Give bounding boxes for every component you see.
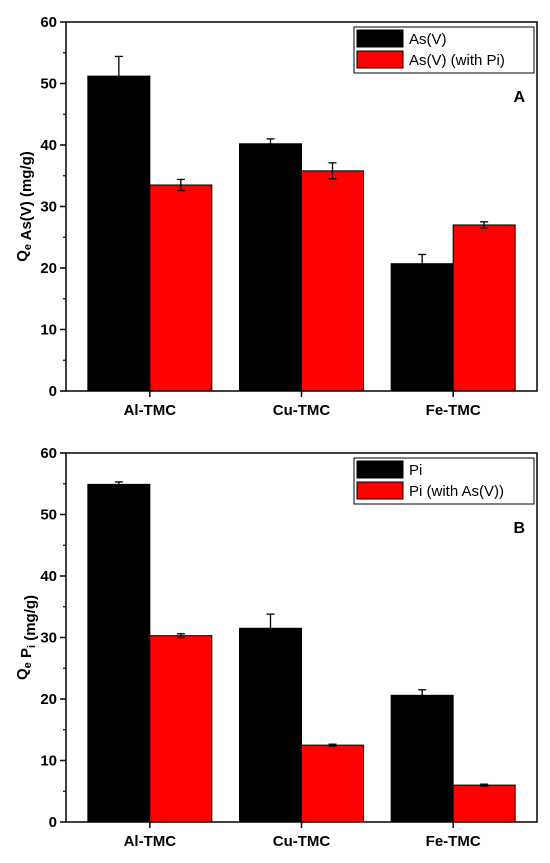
plot-frame <box>65 452 538 823</box>
bar-pi-cu-tmc <box>239 627 302 823</box>
y-tick-label: 10 <box>40 322 57 339</box>
panel-label: B <box>513 520 525 537</box>
y-axis-label-main: Q <box>14 668 31 680</box>
y-tick-label: 40 <box>40 568 57 585</box>
legend-label: As(V) (with Pi) <box>409 52 505 69</box>
y-tick-label: 0 <box>49 383 57 400</box>
legend-label: As(V) <box>409 31 447 48</box>
chart-panel-b: 0 10 20 30 40 50 60 Al-TMC Cu-TMC Fe-TMC Qe Pi (mg… <box>14 445 538 850</box>
y-tick-label: 20 <box>40 691 57 708</box>
legend-swatch-pi-with-as-v <box>356 481 404 500</box>
y-axis-label-rest: As(V) (mg/g) <box>18 151 35 244</box>
bar-pi-al-tmc <box>87 483 151 823</box>
y-axis-label-sub2: i <box>26 645 38 648</box>
x-category-label: Al-TMC <box>124 402 177 419</box>
bar-as-v-al-tmc <box>87 75 151 392</box>
y-tick-label: 50 <box>40 507 57 524</box>
y-axis-label-sub: e <box>22 244 34 250</box>
bar-as-v-fe-tmc <box>390 263 454 392</box>
x-category-label: Cu-TMC <box>273 402 331 419</box>
y-axis-label-rest2: (mg/g) <box>22 595 39 645</box>
legend-swatch-as-v <box>356 29 404 48</box>
chart-panel-a: 0 10 20 30 40 50 60 Al-TMC Cu-TMC Fe-TMC Qe As(V) … <box>14 14 538 419</box>
bar-as-v-with-pi-fe-tmc <box>452 224 516 392</box>
y-axis-label-main: Q <box>14 250 31 262</box>
bar-as-v-with-pi-cu-tmc <box>301 170 364 392</box>
y-axis-label: Qe As(V) (mg/g) <box>14 151 35 262</box>
legend-label: Pi (with As(V)) <box>409 483 504 500</box>
x-category-label: Fe-TMC <box>426 833 481 850</box>
bar-as-v-cu-tmc <box>239 143 302 392</box>
bar-pi-with-as-v-cu-tmc <box>301 744 364 823</box>
y-tick-label: 0 <box>49 814 57 831</box>
y-tick-label: 60 <box>40 445 57 462</box>
bar-pi-with-as-v-fe-tmc <box>452 784 516 823</box>
y-axis-label-sub: e <box>22 662 34 668</box>
x-category-label: Al-TMC <box>124 833 177 850</box>
y-tick-label: 50 <box>40 76 57 93</box>
legend-label: Pi <box>409 462 422 479</box>
y-axis-label-rest: P <box>18 648 35 662</box>
plot-frame <box>65 21 538 392</box>
y-tick-label: 40 <box>40 137 57 154</box>
bar-as-v-with-pi-al-tmc <box>149 184 213 392</box>
legend-swatch-as-v-with-pi <box>356 50 404 69</box>
panel-label: A <box>513 89 525 106</box>
y-tick-label: 30 <box>40 630 57 647</box>
y-axis-label: Qe Pi (mg/g) <box>14 595 39 680</box>
x-category-label: Fe-TMC <box>426 402 481 419</box>
bar-pi-with-as-v-al-tmc <box>149 635 213 823</box>
legend-swatch-pi <box>356 460 404 479</box>
x-category-label: Cu-TMC <box>273 833 331 850</box>
y-tick-label: 10 <box>40 753 57 770</box>
y-tick-label: 20 <box>40 260 57 277</box>
y-tick-label: 60 <box>40 14 57 31</box>
y-tick-label: 30 <box>40 199 57 216</box>
bar-pi-fe-tmc <box>390 694 454 823</box>
